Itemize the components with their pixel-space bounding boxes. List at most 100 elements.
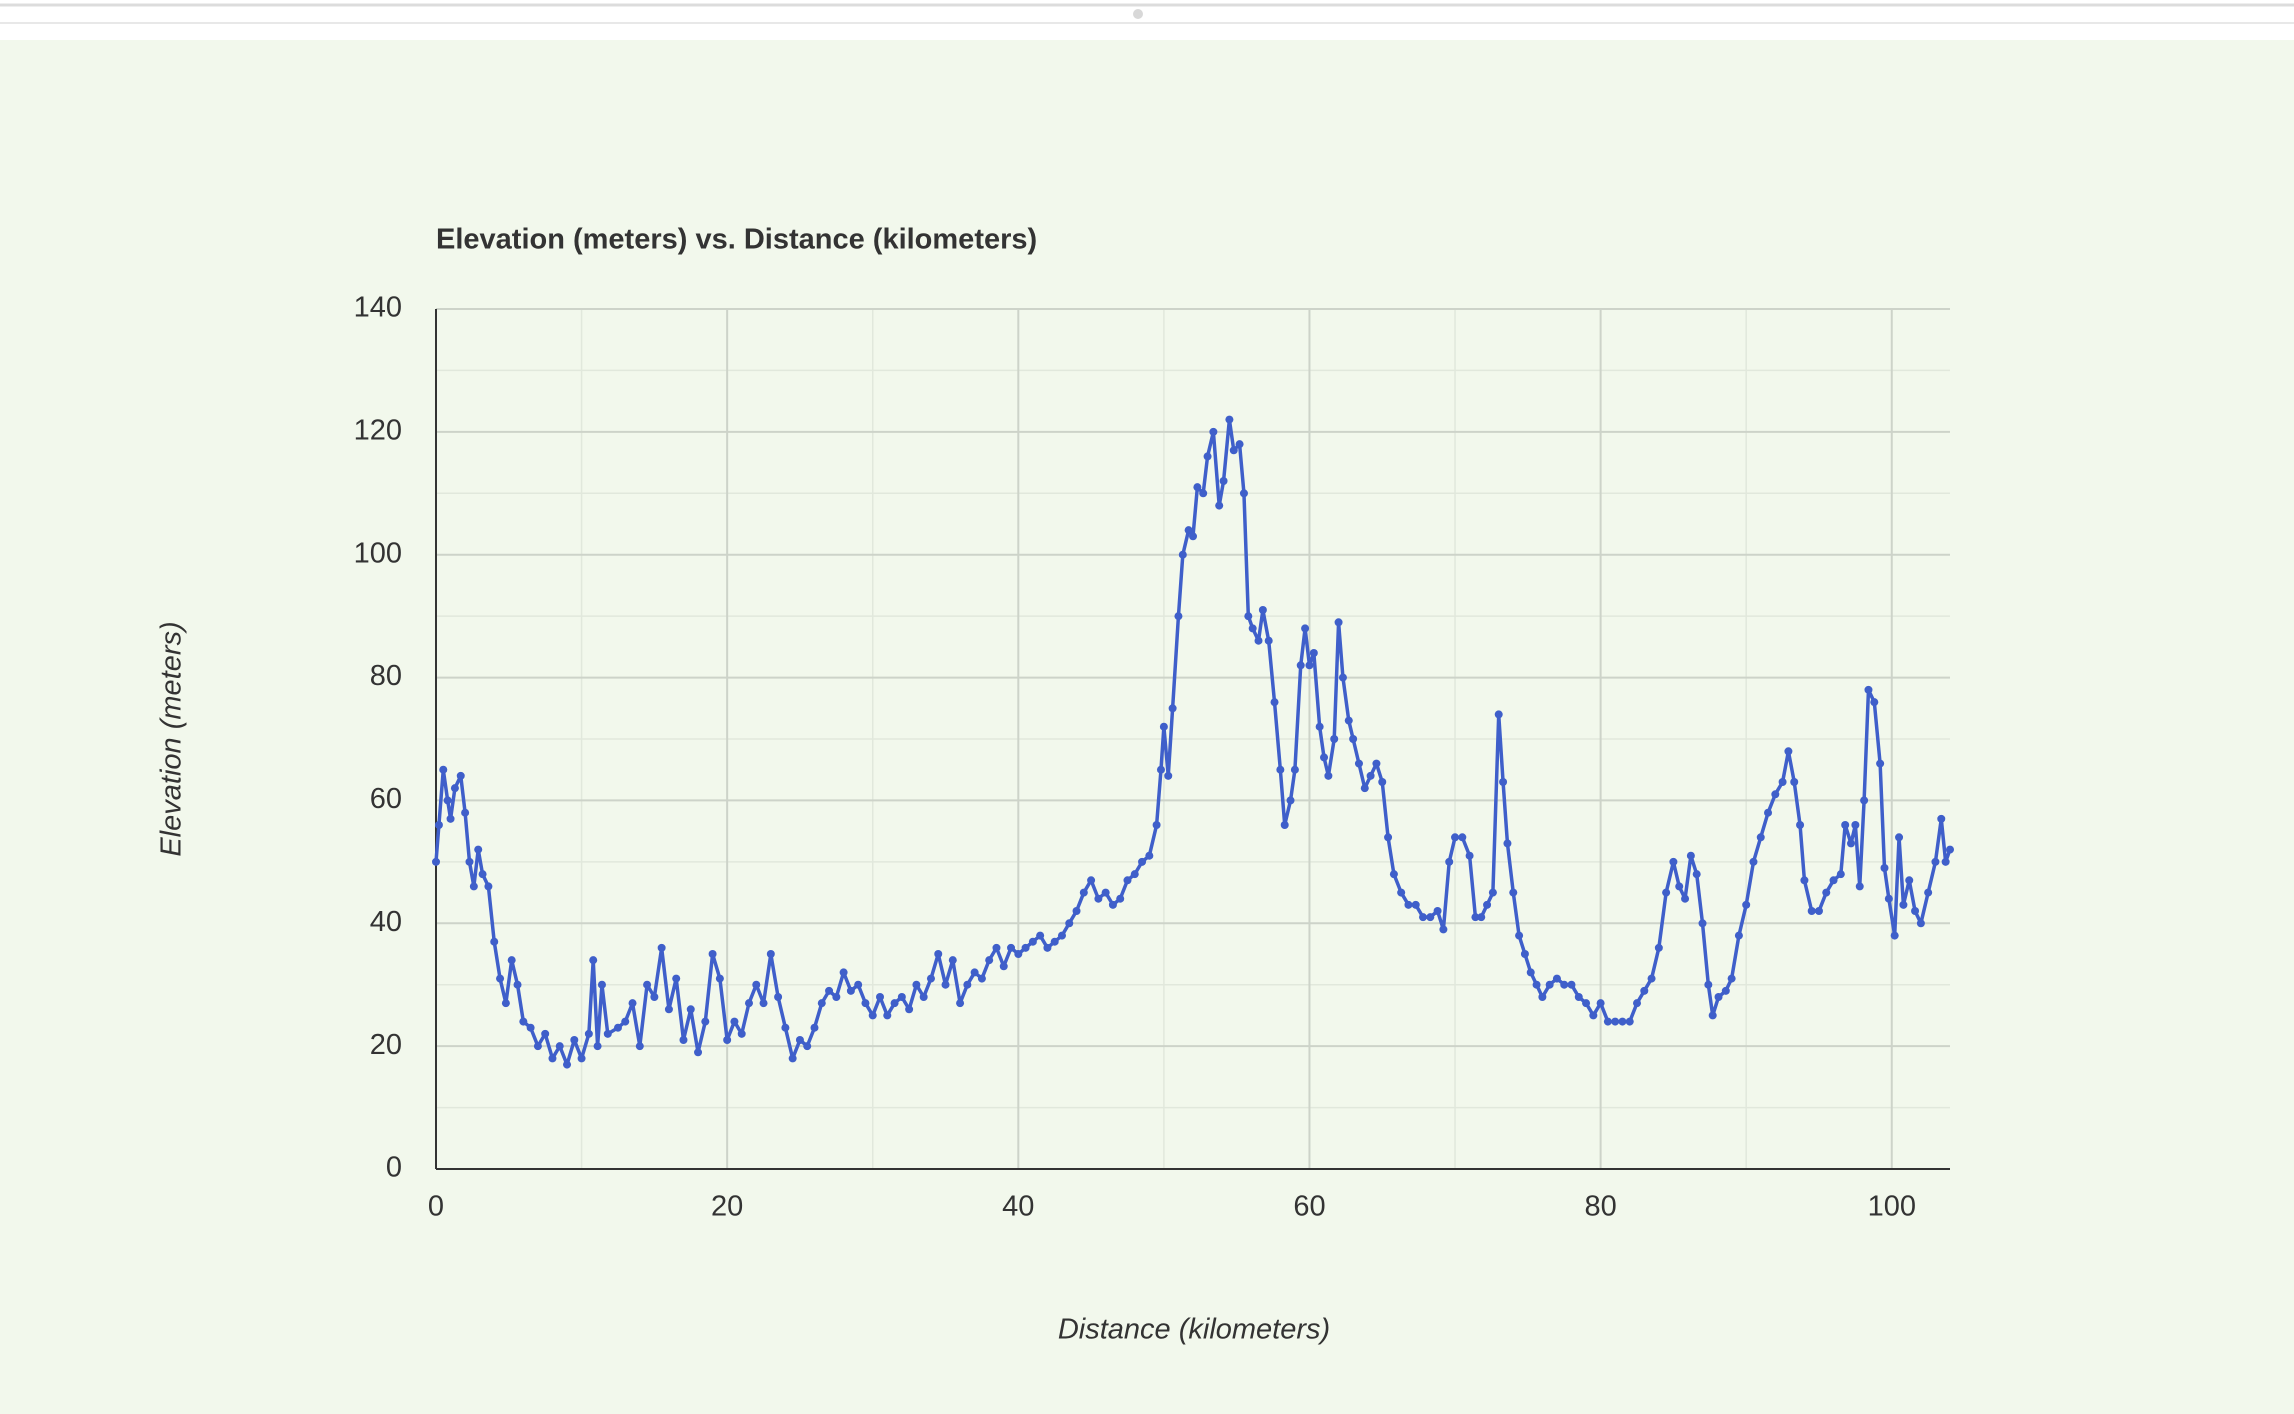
point (1841, 821, 1850, 829)
point (1164, 771, 1173, 780)
point (1451, 833, 1460, 842)
point (715, 974, 724, 983)
point (643, 980, 652, 989)
point (650, 993, 659, 1001)
point (541, 1029, 550, 1038)
point (1152, 821, 1161, 829)
point (817, 999, 826, 1008)
point (1847, 839, 1856, 848)
point (694, 1048, 703, 1057)
point (1138, 857, 1147, 866)
point (1276, 765, 1285, 774)
point (1290, 765, 1299, 774)
point (1270, 698, 1279, 707)
point (1822, 888, 1831, 897)
point (1574, 993, 1583, 1001)
point (1360, 784, 1369, 793)
point (1567, 980, 1576, 989)
point (1426, 913, 1435, 922)
point (1545, 980, 1554, 989)
point (1057, 931, 1066, 940)
point (1704, 980, 1713, 989)
point (1344, 716, 1353, 725)
point (635, 1042, 644, 1051)
point (1807, 907, 1816, 915)
y-tick-label: 100 (354, 537, 402, 569)
point (1028, 937, 1037, 946)
point (1734, 931, 1743, 940)
point (1552, 974, 1561, 983)
point (1419, 913, 1428, 922)
point (1582, 999, 1591, 1008)
point (1488, 888, 1497, 897)
point (1520, 950, 1529, 958)
point (1258, 606, 1267, 614)
point (1378, 778, 1387, 786)
point (970, 968, 979, 977)
point (963, 980, 972, 989)
point (788, 1054, 797, 1063)
point (1309, 649, 1318, 657)
point (883, 1011, 892, 1020)
point (474, 845, 483, 854)
point (1286, 796, 1295, 805)
point (1836, 870, 1845, 879)
point (897, 993, 906, 1001)
point (737, 1029, 746, 1038)
point (621, 1017, 630, 1026)
point (1749, 857, 1758, 866)
point (1796, 821, 1805, 829)
point (443, 796, 452, 805)
point (1315, 722, 1324, 731)
point (603, 1029, 612, 1038)
point (563, 1060, 572, 1069)
point (1168, 704, 1177, 713)
grid (435, 308, 1950, 1170)
point (526, 1023, 535, 1032)
point (1123, 876, 1132, 885)
point (941, 980, 950, 989)
point (1178, 550, 1187, 559)
point (1560, 980, 1569, 989)
point (1036, 931, 1045, 940)
point (1884, 894, 1893, 903)
point (513, 980, 522, 989)
point (766, 950, 775, 958)
point (1116, 894, 1125, 903)
point (1714, 993, 1723, 1001)
point (469, 882, 478, 891)
point (589, 956, 598, 965)
y-tick-label: 40 (370, 906, 402, 938)
point (752, 980, 761, 989)
point (1698, 919, 1707, 928)
point (1864, 685, 1873, 694)
point (1254, 636, 1263, 645)
point (1494, 710, 1503, 719)
point (1101, 888, 1110, 897)
point (926, 974, 935, 983)
point (1108, 900, 1117, 909)
point (1633, 999, 1642, 1008)
point (1199, 489, 1208, 498)
point (1330, 735, 1339, 743)
point (570, 1036, 579, 1044)
point (1681, 894, 1690, 903)
point (774, 993, 783, 1001)
y-axis-label: Elevation (meters) (156, 621, 188, 856)
point (613, 1023, 622, 1032)
point (846, 986, 855, 995)
point (533, 1042, 542, 1051)
point (977, 974, 986, 983)
point (708, 950, 717, 958)
point (456, 771, 465, 780)
point (1130, 870, 1139, 879)
point (730, 1017, 739, 1026)
point (1219, 477, 1228, 485)
point (890, 999, 899, 1008)
x-tick-label: 20 (711, 1191, 743, 1223)
point (1072, 907, 1081, 915)
point (461, 808, 470, 817)
point (839, 968, 848, 977)
point (593, 1042, 602, 1051)
